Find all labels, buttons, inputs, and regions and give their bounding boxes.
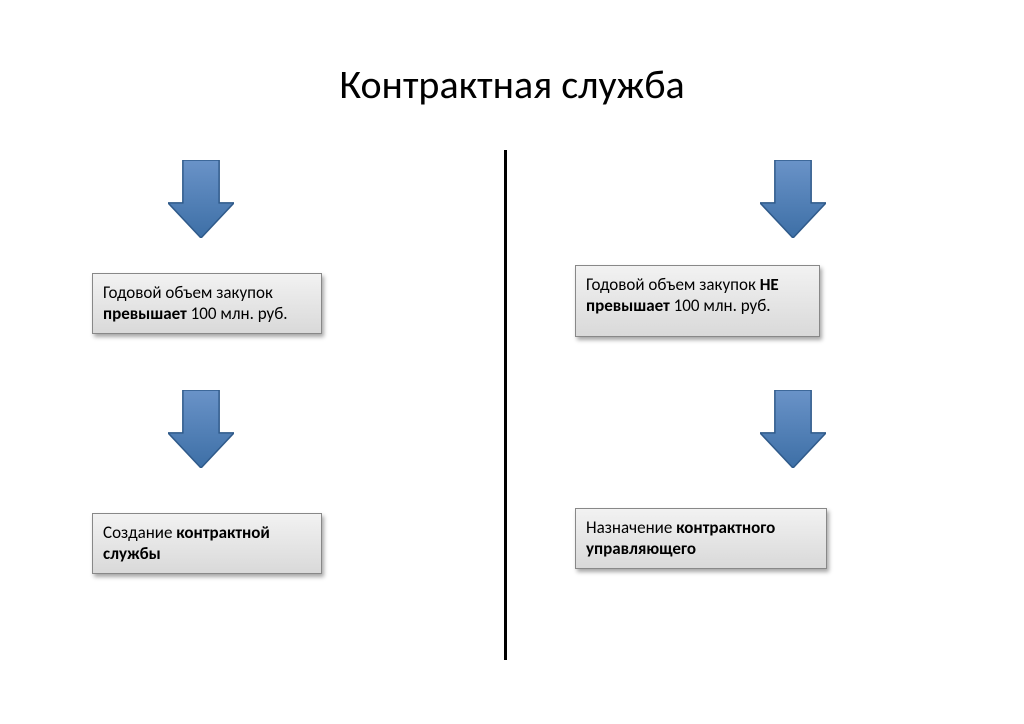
box-text-pre: Назначение: [586, 517, 676, 538]
down-arrow-icon: [168, 160, 234, 238]
info-box: Создание контрактной службы: [92, 513, 322, 574]
box-text-pre: Годовой объем закупок: [103, 282, 273, 303]
vertical-divider: [504, 150, 507, 660]
info-box: Годовой объем закупок НЕ превышает 100 м…: [575, 265, 820, 337]
box-text-post: 100 млн. руб.: [670, 295, 771, 316]
info-box: Годовой объем закупок превышает 100 млн.…: [92, 273, 322, 334]
box-text-pre: Создание: [103, 522, 176, 543]
slide-title: Контрактная служба: [0, 60, 1024, 109]
box-text-post: 100 млн. руб.: [187, 303, 288, 324]
box-text-bold: превышает: [103, 303, 187, 324]
slide: Контрактная служба: [0, 0, 1024, 724]
down-arrow-icon: [760, 390, 826, 468]
info-box: Назначение контрактного управляющего: [575, 508, 827, 569]
down-arrow-icon: [760, 160, 826, 238]
box-text-pre: Годовой объем закупок: [586, 274, 760, 295]
down-arrow-icon: [168, 390, 234, 468]
